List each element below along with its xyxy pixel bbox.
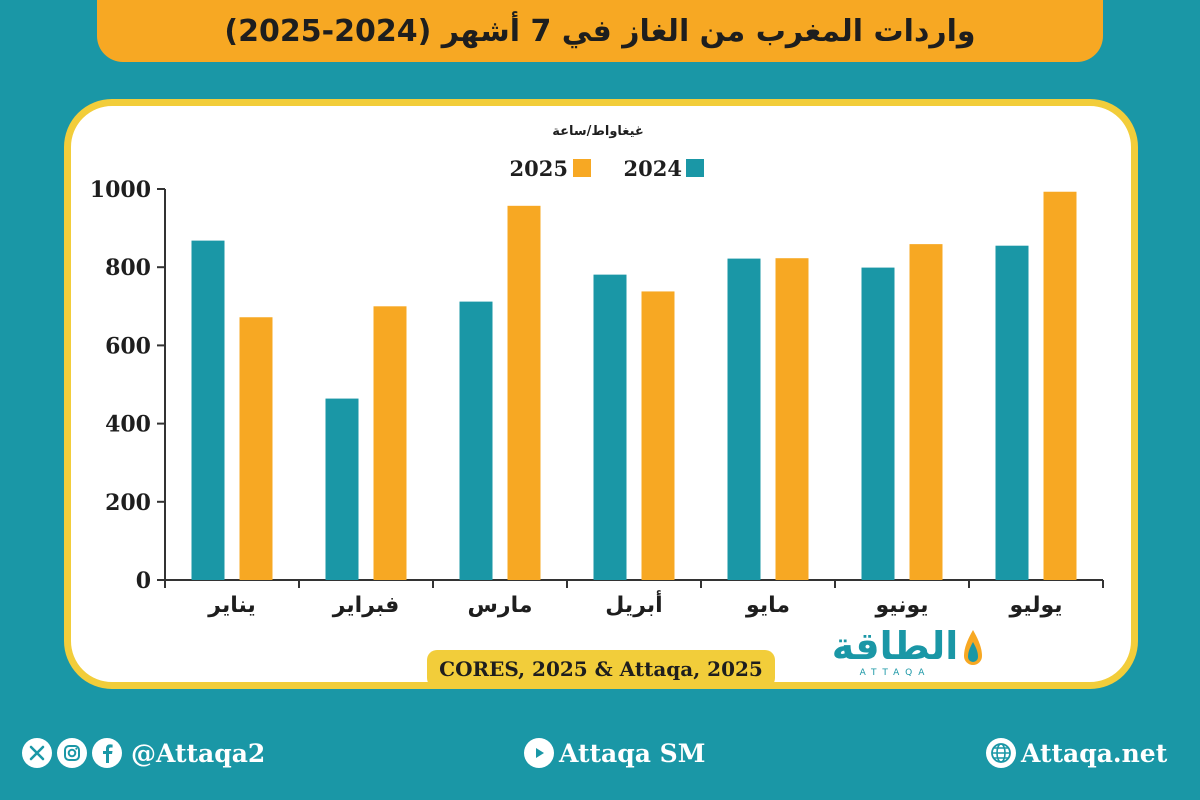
bar-2025-5 bbox=[909, 244, 943, 581]
social-links: @Attaqa2 bbox=[22, 733, 265, 773]
social-handle[interactable]: @Attaqa2 bbox=[131, 738, 266, 768]
x-tick-label: أبريل bbox=[605, 589, 662, 618]
x-tick-label: فبراير bbox=[332, 593, 400, 618]
x-tick-label: يوليو bbox=[1008, 593, 1062, 618]
instagram-icon[interactable] bbox=[57, 738, 87, 768]
bar-chart: 0 200 400 600 800 1000 يناير فبراير مارس أبريل ماي… bbox=[90, 124, 1104, 618]
source-badge: CORES, 2025 & Attaqa, 2025 bbox=[427, 650, 775, 688]
y-tick-label: 400 bbox=[105, 412, 151, 438]
attaqa-logo: الطاقة ATTAQA bbox=[830, 624, 986, 686]
facebook-icon[interactable] bbox=[92, 738, 122, 768]
x-tick-label: يونيو bbox=[874, 593, 928, 618]
website-url[interactable]: Attaqa.net bbox=[1021, 738, 1168, 768]
bar-2025-6 bbox=[1043, 191, 1077, 580]
website-link: Attaqa.net bbox=[986, 733, 1167, 773]
bar-2024-0 bbox=[191, 240, 225, 580]
x-tick-label: مايو bbox=[745, 593, 790, 618]
youtube-channel[interactable]: Attaqa SM bbox=[559, 738, 706, 768]
bar-2024-5 bbox=[861, 267, 895, 580]
unit-label: غيغاواط/ساعة bbox=[552, 124, 644, 139]
flame-drop-icon bbox=[964, 630, 982, 665]
logo-arabic-text: الطاقة bbox=[831, 624, 959, 668]
logo-latin-text: ATTAQA bbox=[859, 668, 931, 678]
bar-2024-1 bbox=[325, 398, 359, 580]
y-tick-label: 800 bbox=[105, 255, 151, 281]
youtube-link: Attaqa SM bbox=[524, 733, 705, 773]
bar-2025-4 bbox=[775, 258, 809, 580]
x-tick-label: مارس bbox=[468, 593, 533, 618]
bar-2024-4 bbox=[727, 258, 761, 580]
bar-2025-1 bbox=[373, 306, 407, 580]
x-tick-label: يناير bbox=[207, 593, 255, 618]
bar-2025-0 bbox=[239, 317, 273, 580]
title-banner: واردات المغرب من الغاز في 7 أشهر (2024-2… bbox=[97, 0, 1103, 62]
y-tick-label: 200 bbox=[105, 490, 151, 516]
legend-swatch-2025 bbox=[573, 159, 591, 177]
legend-label-2024: 2024 bbox=[624, 156, 682, 181]
y-tick-label: 600 bbox=[105, 333, 151, 359]
y-tick-label: 0 bbox=[136, 568, 151, 594]
youtube-icon[interactable] bbox=[524, 738, 554, 768]
source-text: CORES, 2025 & Attaqa, 2025 bbox=[439, 657, 763, 681]
chart-title: واردات المغرب من الغاز في 7 أشهر (2024-2… bbox=[224, 13, 976, 49]
y-tick-label: 1000 bbox=[90, 177, 151, 203]
x-twitter-icon[interactable] bbox=[22, 738, 52, 768]
legend-label-2025: 2025 bbox=[510, 156, 568, 181]
legend-swatch-2024 bbox=[686, 159, 704, 177]
bar-2025-3 bbox=[641, 291, 675, 580]
bar-2024-3 bbox=[593, 274, 627, 580]
bar-2024-2 bbox=[459, 301, 493, 580]
bar-2024-6 bbox=[995, 245, 1029, 580]
globe-icon[interactable] bbox=[986, 738, 1016, 768]
bar-2025-2 bbox=[507, 205, 541, 581]
